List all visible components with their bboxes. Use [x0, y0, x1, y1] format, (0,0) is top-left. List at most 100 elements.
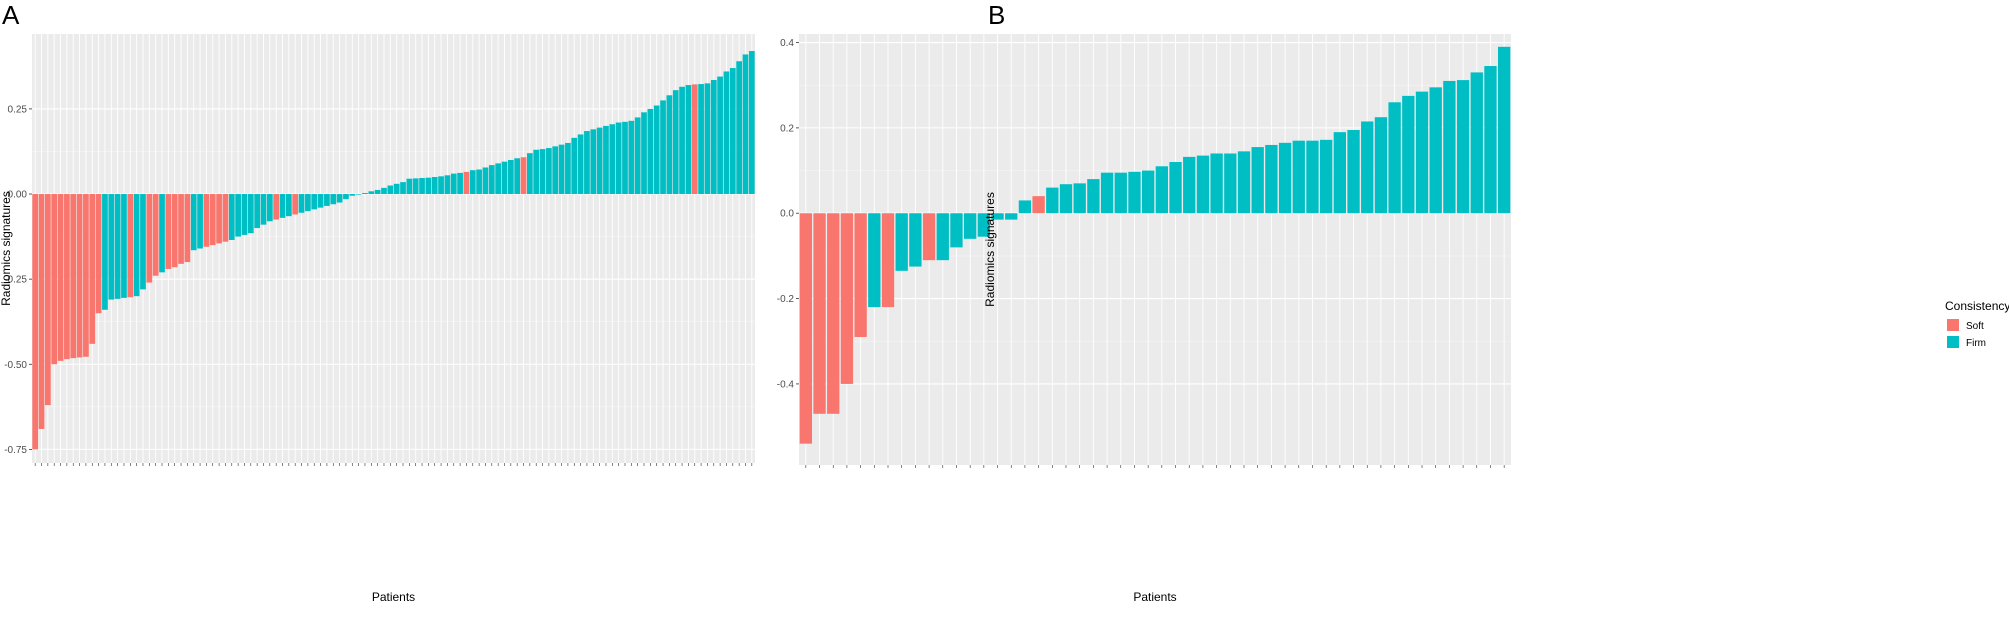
bar-a-51: [349, 194, 356, 196]
bar-a-78: [520, 157, 527, 195]
bar-b-28: [1169, 162, 1182, 214]
legend-swatch-soft: [1947, 319, 1959, 331]
bar-a-109: [717, 76, 723, 195]
bar-b-19: [1046, 187, 1059, 214]
bar-a-90: [596, 127, 603, 195]
bar-b-35: [1265, 144, 1278, 214]
bar-b-18: [1032, 196, 1045, 214]
bar-a-43: [298, 194, 305, 213]
bar-a-49: [336, 194, 343, 203]
bar-a-13: [108, 194, 115, 300]
bar-b-27: [1155, 166, 1169, 214]
bar-a-69: [463, 171, 470, 195]
bar-a-30: [216, 194, 222, 244]
bar-a-85: [565, 142, 571, 195]
bar-a-46: [317, 194, 324, 208]
bar-a-79: [527, 153, 533, 195]
bar-a-40: [279, 194, 286, 218]
bar-b-5: [854, 213, 867, 337]
bar-b-25: [1128, 171, 1141, 214]
bar-b-37: [1292, 140, 1305, 214]
bar-a-83: [552, 146, 559, 195]
bar-b-15: [991, 213, 1004, 220]
y-tick-label-b: 0.2: [780, 123, 794, 134]
bar-b-8: [895, 213, 908, 271]
bar-a-52: [355, 194, 362, 195]
bar-a-7: [70, 194, 77, 359]
bar-a-47: [324, 194, 330, 206]
bar-a-38: [266, 194, 273, 222]
bar-a-41: [286, 194, 292, 217]
bar-b-12: [950, 213, 963, 248]
bar-b-29: [1183, 156, 1196, 214]
x-axis-title-b: Patients: [1133, 590, 1176, 604]
legend: Consistency Soft Firm: [1945, 299, 2009, 349]
bar-b-34: [1251, 147, 1264, 214]
bar-b-16: [1005, 213, 1018, 220]
bar-b-24: [1114, 172, 1127, 214]
bar-a-3: [45, 194, 51, 406]
bar-b-36: [1278, 142, 1292, 214]
bar-a-16: [127, 194, 134, 298]
y-tick-label-a: 0.25: [8, 104, 28, 115]
bar-a-58: [393, 183, 400, 195]
bar-a-14: [114, 194, 121, 299]
bar-b-17: [1018, 200, 1032, 214]
bar-a-102: [672, 90, 679, 195]
y-axis-title-a: Radiomics signatures: [0, 191, 13, 306]
bar-a-82: [546, 148, 552, 195]
bar-a-4: [51, 194, 58, 365]
bar-b-1: [799, 213, 813, 444]
bar-a-12: [102, 194, 108, 310]
bar-a-48: [330, 194, 337, 205]
bar-b-26: [1141, 170, 1155, 214]
bar-a-74: [495, 163, 501, 195]
chart-a: -0.75 -0.50 -0.25 0.00 0.25 Patients Radiomics…: [0, 34, 755, 604]
bar-a-97: [641, 112, 647, 195]
y-tick-label-a: -0.75: [4, 445, 27, 456]
bar-a-99: [653, 105, 660, 195]
bar-b-23: [1100, 172, 1114, 214]
bar-b-4: [840, 213, 854, 384]
bar-a-23: [171, 194, 178, 268]
bar-a-101: [666, 95, 673, 195]
bar-a-87: [577, 134, 584, 195]
bar-a-39: [273, 194, 280, 220]
bar-a-37: [260, 194, 267, 225]
bar-a-20: [152, 194, 159, 276]
bar-a-28: [203, 194, 210, 247]
bar-a-31: [222, 194, 229, 242]
plot-background-a: [32, 34, 755, 463]
bar-a-112: [736, 61, 742, 195]
bar-a-104: [685, 85, 692, 195]
bar-a-36: [254, 194, 260, 229]
bar-b-33: [1237, 151, 1251, 214]
bar-b-2: [813, 213, 826, 414]
legend-title: Consistency: [1945, 299, 2009, 313]
bar-a-110: [723, 71, 730, 195]
bar-a-66: [444, 175, 451, 195]
bar-a-95: [628, 120, 635, 195]
bar-a-55: [374, 189, 381, 195]
bar-b-38: [1306, 140, 1319, 214]
bar-a-54: [368, 191, 375, 195]
bar-a-42: [292, 194, 299, 215]
bar-a-10: [89, 194, 96, 344]
bar-a-106: [698, 84, 704, 195]
bar-b-41: [1347, 130, 1360, 214]
bar-a-114: [748, 51, 755, 195]
bar-a-98: [647, 108, 654, 195]
bar-b-9: [909, 213, 922, 267]
bar-b-40: [1333, 132, 1347, 214]
bar-a-15: [121, 194, 127, 298]
bar-a-71: [476, 169, 482, 195]
bar-b-43: [1374, 117, 1388, 214]
y-tick-label-b: 0.4: [780, 38, 794, 49]
bar-a-9: [83, 194, 89, 357]
bar-a-59: [400, 182, 406, 195]
bar-a-113: [742, 54, 749, 195]
bar-a-111: [729, 68, 736, 195]
bar-a-107: [704, 83, 711, 195]
bar-b-32: [1224, 153, 1237, 214]
